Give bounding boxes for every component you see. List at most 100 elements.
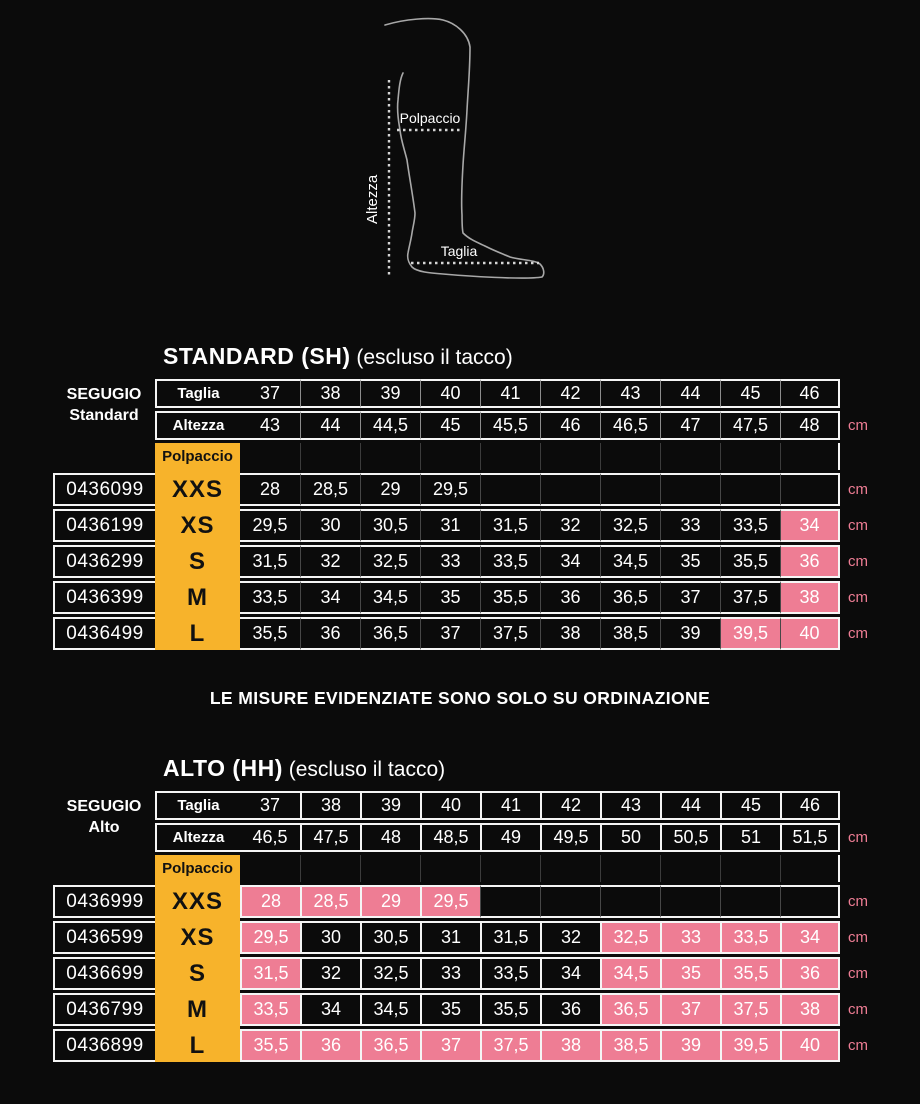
- unit-label: cm: [848, 553, 868, 570]
- article-code-cell: 0436299: [53, 545, 155, 578]
- article-code-cell: 0436699: [53, 957, 155, 990]
- table-row: 0436999 XXS 28 28,5 29 29,5 cm: [53, 885, 893, 918]
- polpaccio-spacer-cell: [420, 443, 480, 470]
- calf-value-cell: 32,5: [360, 545, 420, 578]
- polpaccio-spacer-cell: [780, 855, 840, 882]
- calf-value-cell: 32,5: [600, 921, 660, 954]
- polpaccio-spacer-cell: [300, 443, 360, 470]
- calf-value-cell: 33: [420, 957, 480, 990]
- taglia-value-cell: 45: [720, 791, 780, 820]
- calf-value-cell: 32: [540, 921, 600, 954]
- table-row-cells: 0436699 S 31,5 32 32,5 33 33,5 34 34,5 35 35,5 36: [53, 957, 840, 990]
- calf-value-cell: 38,5: [600, 1029, 660, 1062]
- article-code-cell: 0436599: [53, 921, 155, 954]
- altezza-value-cell: 48: [780, 411, 840, 440]
- calf-value-cell: 34: [780, 509, 840, 542]
- calf-value-cell: 31,5: [480, 509, 540, 542]
- table-row: 0436199 XS 29,5 30 30,5 31 31,5 32 32,5 33 33,5 34 c…: [53, 509, 893, 542]
- altezza-value-cell: 47,5: [300, 823, 360, 852]
- calf-value-cell: 36: [540, 993, 600, 1026]
- polpaccio-row-cells: Polpaccio: [155, 443, 840, 470]
- calf-value-cell: 34: [780, 921, 840, 954]
- size-letter-cell: M: [187, 995, 208, 1023]
- code-column-spacer: [53, 379, 155, 408]
- side-label-line2: Alto: [88, 818, 120, 836]
- polpaccio-spacer-cell: [660, 443, 720, 470]
- calf-value-cell: 30,5: [360, 509, 420, 542]
- calf-value-cell: 34,5: [600, 545, 660, 578]
- code-column-spacer: [53, 823, 155, 852]
- side-label-segugio-standard: SEGUGIO Standard: [53, 385, 155, 427]
- polpaccio-label: Polpaccio: [162, 448, 233, 465]
- unit-label: cm: [848, 625, 868, 642]
- height-label: Altezza: [364, 174, 381, 224]
- size-letter-cell: XXS: [171, 887, 224, 915]
- calf-value-cell: 36: [300, 617, 360, 650]
- polpaccio-spacer-cell: [240, 855, 300, 882]
- altezza-value-cell: 48: [360, 823, 420, 852]
- calf-value-cell: 38: [780, 993, 840, 1026]
- calf-value-cell: 29,5: [240, 509, 300, 542]
- table-row: 0436399 M 33,5 34 34,5 35 35,5 36 36,5 37 37,5 38 cm: [53, 581, 893, 614]
- calf-value-cell: 37,5: [720, 581, 780, 614]
- altezza-value-cell: 50,5: [660, 823, 720, 852]
- leg-outline: [384, 17, 545, 279]
- calf-value-cell: 35: [420, 993, 480, 1026]
- altezza-label: Altezza: [155, 411, 240, 440]
- calf-value-cell: 32: [300, 957, 360, 990]
- header-row: Altezza 43 44 44,5 45 45,5 46 46,5 47 47,5 48 cm: [53, 411, 893, 440]
- table-row: 0436799 M 33,5 34 34,5 35 35,5 36 36,5 37 37,5 38 cm: [53, 993, 893, 1026]
- polpaccio-spacer-cell: [660, 855, 720, 882]
- calf-value-cell: 40: [780, 1029, 840, 1062]
- altezza-value-cell: 49,5: [540, 823, 600, 852]
- calf-value-cell: 29,5: [420, 473, 480, 506]
- calf-value-cell: 28: [240, 885, 300, 918]
- calf-value-cell: 38: [780, 581, 840, 614]
- altezza-value-cell: 44,5: [360, 411, 420, 440]
- unit-label: cm: [848, 481, 868, 498]
- unit-label: cm: [848, 829, 868, 846]
- calf-value-cell: 29,5: [240, 921, 300, 954]
- taglia-value-cell: 42: [540, 791, 600, 820]
- altezza-label: Altezza: [155, 823, 240, 852]
- taglia-value-cell: 43: [600, 379, 660, 408]
- polpaccio-row: Polpaccio: [53, 443, 893, 470]
- calf-value-cell: 39: [660, 617, 720, 650]
- calf-value-cell: 36: [300, 1029, 360, 1062]
- calf-label: Polpaccio: [400, 110, 461, 126]
- calf-value-cell: 33: [420, 545, 480, 578]
- header-row: Taglia 37 38 39 40 41 42 43 44 45 46: [53, 379, 893, 408]
- calf-value-cell: 32,5: [360, 957, 420, 990]
- article-code-cell: 0436499: [53, 617, 155, 650]
- unit-label: cm: [848, 517, 868, 534]
- calf-value-cell: 32: [300, 545, 360, 578]
- table-row-cells: 0436899 L 35,5 36 36,5 37 37,5 38 38,5 39 39,5 40: [53, 1029, 840, 1062]
- size-letter-cell: L: [189, 1031, 206, 1059]
- unit-label: cm: [848, 1001, 868, 1018]
- calf-value-cell: [660, 885, 720, 918]
- alto-table-title: ALTO (HH) (escluso il tacco): [53, 755, 893, 785]
- polpaccio-spacer-cell: [600, 855, 660, 882]
- calf-value-cell: 36: [780, 957, 840, 990]
- altezza-value-cell: 47: [660, 411, 720, 440]
- taglia-value-cell: 41: [480, 379, 540, 408]
- calf-value-cell: 30: [300, 921, 360, 954]
- code-column-spacer: [53, 411, 155, 440]
- calf-value-cell: 33: [660, 921, 720, 954]
- table-rows: Taglia 37 38 39 40 41 42 43 44 45 46 Altezza 43 44 44,…: [53, 379, 893, 650]
- altezza-value-cell: 45,5: [480, 411, 540, 440]
- standard-size-table: STANDARD (SH) (escluso il tacco) SEGUGIO…: [53, 343, 893, 650]
- boot-outline-drawing: Polpaccio Altezza Taglia: [364, 17, 545, 279]
- unit-label: cm: [848, 893, 868, 910]
- calf-value-cell: 28,5: [300, 473, 360, 506]
- table-row-cells: 0436599 XS 29,5 30 30,5 31 31,5 32 32,5 33 33,5 34: [53, 921, 840, 954]
- calf-value-cell: [600, 885, 660, 918]
- taglia-value-cell: 37: [240, 379, 300, 408]
- calf-value-cell: 37,5: [720, 993, 780, 1026]
- calf-value-cell: 40: [780, 617, 840, 650]
- polpaccio-spacer-cell: [300, 855, 360, 882]
- altezza-value-cell: 50: [600, 823, 660, 852]
- header-row-cells: Taglia 37 38 39 40 41 42 43 44 45 46: [155, 791, 840, 820]
- standard-table-title: STANDARD (SH) (escluso il tacco): [53, 343, 893, 373]
- polpaccio-spacer-cell: [720, 443, 780, 470]
